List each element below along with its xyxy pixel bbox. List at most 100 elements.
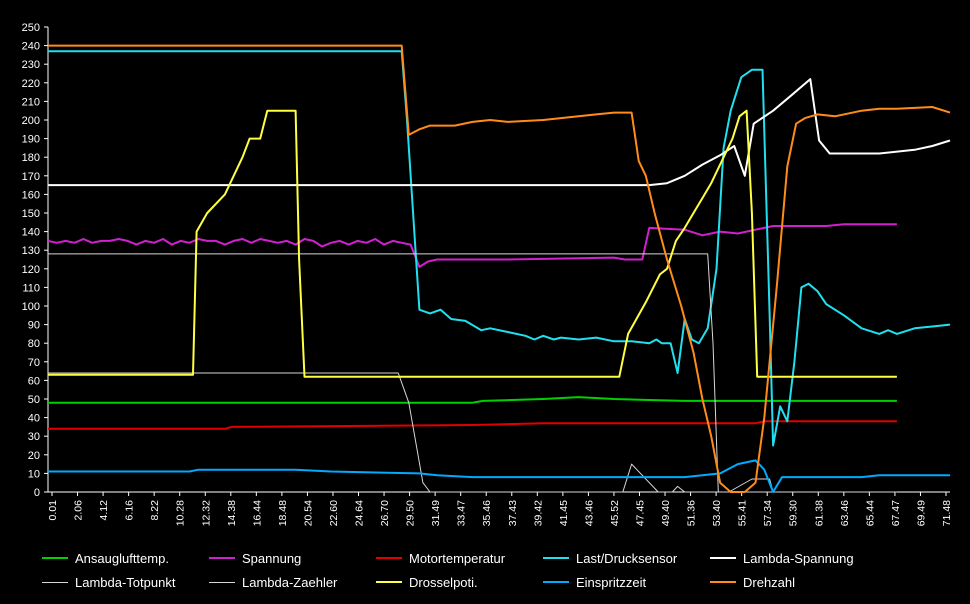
x-tick-label: 55.41 xyxy=(737,500,749,526)
legend-item: Lambda-Totpunkt xyxy=(42,572,175,592)
legend-item: Spannung xyxy=(209,548,301,568)
x-tick-label: 49.40 xyxy=(660,500,672,526)
y-tick-label: 130 xyxy=(22,245,40,257)
legend-swatch xyxy=(376,581,402,583)
line-chart: 0 10 20 30 40 50 60 70 80 90 100 110 120 130 140 150 160… xyxy=(22,22,953,526)
x-tick-label: 29.50 xyxy=(405,500,417,526)
x-tick-label: 24.64 xyxy=(354,500,366,526)
x-tick-label: 8.22 xyxy=(149,500,161,521)
y-tick-label: 70 xyxy=(28,357,40,369)
legend-label: Last/Drucksensor xyxy=(576,550,678,566)
x-tick-label: 16.44 xyxy=(251,500,263,526)
legend-item: Lambda-Zaehler xyxy=(209,572,337,592)
legend-item: Last/Drucksensor xyxy=(543,548,677,568)
series-line-1 xyxy=(48,396,897,404)
y-tick-label: 60 xyxy=(28,375,40,387)
x-tick-label: 33.47 xyxy=(456,500,468,526)
legend-swatch xyxy=(710,581,736,583)
x-tick-label: 37.43 xyxy=(507,500,519,526)
legend-label: Drehzahl xyxy=(743,574,796,590)
legend-label: Lambda-Spannung xyxy=(743,550,854,566)
x-tick-label: 43.46 xyxy=(583,500,595,526)
y-tick-label: 230 xyxy=(22,59,40,71)
x-tick-label: 4.12 xyxy=(98,500,110,521)
chart-axes: 0 10 20 30 40 50 60 70 80 90 100 110 120 130 140 150 160… xyxy=(22,22,953,526)
legend-item: Einspritzzeit xyxy=(543,572,646,592)
legend-item: Drosselpoti. xyxy=(376,572,478,592)
legend-swatch xyxy=(543,557,569,559)
legend-swatch xyxy=(209,557,235,559)
y-tick-label: 20 xyxy=(28,450,40,462)
x-tick-label: 47.45 xyxy=(634,500,646,526)
series-line-2 xyxy=(47,223,897,268)
series-line-8 xyxy=(48,109,897,378)
series-line-9 xyxy=(48,459,950,493)
x-tick-label: 67.47 xyxy=(890,500,902,526)
x-tick-label: 26.70 xyxy=(379,500,391,526)
legend-swatch xyxy=(42,557,68,559)
x-tick-label: 12.32 xyxy=(200,500,212,526)
y-tick-label: 220 xyxy=(22,78,40,90)
x-tick-label: 10.28 xyxy=(175,500,187,526)
x-tick-label: 14.38 xyxy=(226,500,238,526)
x-tick-label: 61.38 xyxy=(813,500,825,526)
legend-item: Ansauglufttemp. xyxy=(42,548,169,568)
legend-swatch xyxy=(710,557,736,559)
y-tick-label: 210 xyxy=(22,96,40,108)
y-tick-label: 10 xyxy=(28,468,40,480)
legend-label: Lambda-Zaehler xyxy=(242,574,338,590)
y-tick-label: 90 xyxy=(28,320,40,332)
x-tick-label: 65.44 xyxy=(864,500,876,526)
legend-label: Lambda-Totpunkt xyxy=(75,574,176,590)
y-tick-label: 140 xyxy=(22,227,40,239)
y-tick-label: 160 xyxy=(22,189,40,201)
x-tick-label: 69.49 xyxy=(915,500,927,526)
legend-label: Motortemperatur xyxy=(409,550,506,566)
x-tick-label: 6.16 xyxy=(124,500,136,521)
x-tick-label: 0.01 xyxy=(47,500,59,521)
x-tick-label: 57.34 xyxy=(762,500,774,526)
y-tick-label: 240 xyxy=(22,41,40,53)
y-tick-label: 110 xyxy=(22,282,40,294)
x-tick-label: 31.49 xyxy=(430,500,442,526)
x-tick-label: 51.36 xyxy=(686,500,698,526)
chart-legend: Ansauglufttemp. Spannung Motortemperatur La… xyxy=(42,548,942,592)
y-tick-label: 180 xyxy=(22,152,40,164)
x-tick-label: 35.46 xyxy=(481,500,493,526)
legend-item: Drehzahl xyxy=(710,572,795,592)
legend-swatch xyxy=(209,581,235,583)
x-tick-label: 39.42 xyxy=(532,500,544,526)
y-tick-label: 80 xyxy=(28,338,40,350)
x-tick-label: 45.52 xyxy=(609,500,621,526)
legend-swatch xyxy=(376,557,402,559)
y-tick-label: 50 xyxy=(28,394,40,406)
x-tick-label: 41.45 xyxy=(558,500,570,526)
y-tick-label: 250 xyxy=(22,22,40,34)
x-tick-label: 71.48 xyxy=(941,500,953,526)
legend-label: Spannung xyxy=(242,550,302,566)
y-tick-label: 40 xyxy=(28,413,40,425)
y-tick-label: 0 xyxy=(34,487,40,499)
x-tick-label: 59.30 xyxy=(788,500,800,526)
legend-label: Ansauglufttemp. xyxy=(75,550,169,566)
series-line-7 xyxy=(48,372,897,493)
y-tick-label: 120 xyxy=(22,264,40,276)
legend-swatch xyxy=(42,581,68,583)
series-line-10 xyxy=(48,44,951,493)
y-tick-label: 170 xyxy=(22,171,40,183)
series-line-5 xyxy=(48,78,951,187)
legend-item: Motortemperatur xyxy=(376,548,505,568)
legend-item: Lambda-Spannung xyxy=(710,548,854,568)
y-tick-label: 200 xyxy=(22,115,40,127)
x-tick-label: 18.48 xyxy=(277,500,289,526)
x-tick-label: 63.46 xyxy=(839,500,851,526)
legend-label: Drosselpoti. xyxy=(409,574,478,590)
x-tick-label: 2.06 xyxy=(73,500,85,521)
y-tick-label: 30 xyxy=(28,431,40,443)
x-tick-label: 53.40 xyxy=(711,500,723,526)
y-tick-label: 190 xyxy=(22,134,40,146)
legend-label: Einspritzzeit xyxy=(576,574,647,590)
legend-swatch xyxy=(543,581,569,583)
y-tick-label: 150 xyxy=(22,208,40,220)
chart-lines xyxy=(47,44,951,493)
